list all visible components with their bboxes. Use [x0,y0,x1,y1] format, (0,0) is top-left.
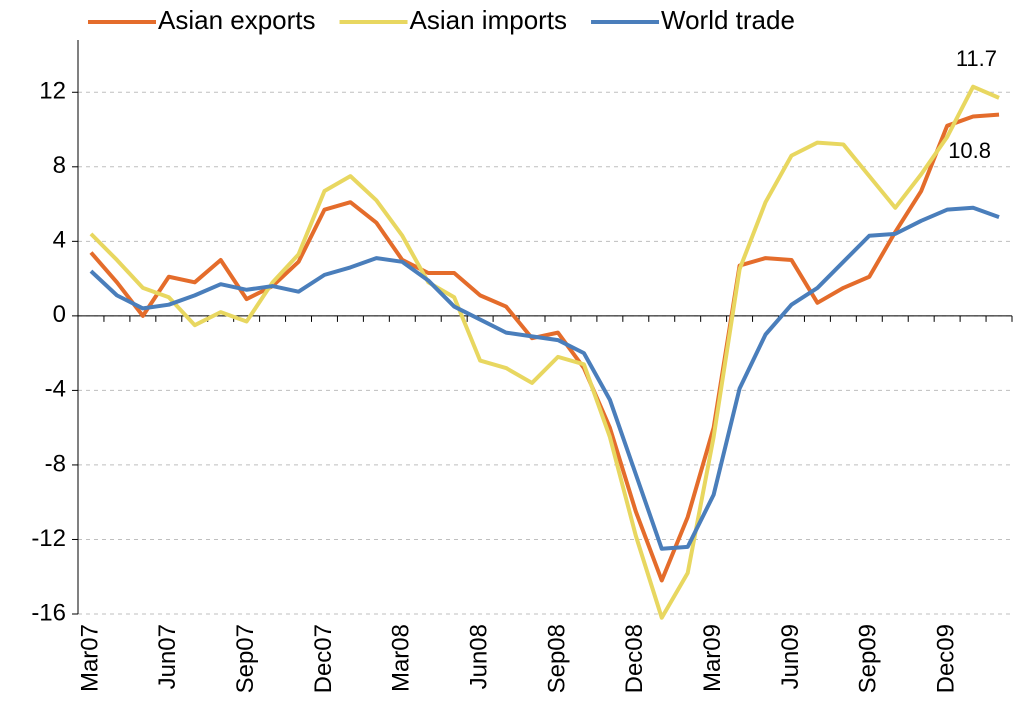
legend-label: Asian exports [158,5,316,35]
x-tick-label: Jun07 [154,624,181,689]
y-tick-label: 8 [53,152,66,179]
x-tick-label: Mar07 [76,624,103,692]
y-tick-label: -16 [31,599,66,626]
y-tick-label: -8 [45,450,66,477]
x-tick-label: Sep07 [232,624,259,693]
y-tick-label: 4 [53,227,66,254]
x-tick-label: Sep09 [855,624,882,693]
line-series [89,205,1000,551]
legend-label: Asian imports [410,5,568,35]
x-tick-label: Dec07 [310,624,337,693]
data-label: 11.7 [956,46,997,71]
x-tick-label: Sep08 [543,624,570,693]
legend-label: World trade [661,5,795,35]
x-tick-label: Dec08 [621,624,648,693]
x-tick-label: Dec09 [932,624,959,693]
x-tick-label: Jun08 [465,624,492,689]
data-label: 10.8 [948,138,991,163]
y-tick-label: -4 [45,376,66,403]
x-tick-label: Jun09 [777,624,804,689]
x-tick-label: Mar09 [699,624,726,692]
x-tick-label: Mar08 [388,624,415,692]
line-series [89,112,1000,583]
y-tick-label: 0 [53,301,66,328]
line-series [89,84,1000,620]
y-tick-label: 12 [39,78,66,105]
y-tick-label: -12 [31,525,66,552]
